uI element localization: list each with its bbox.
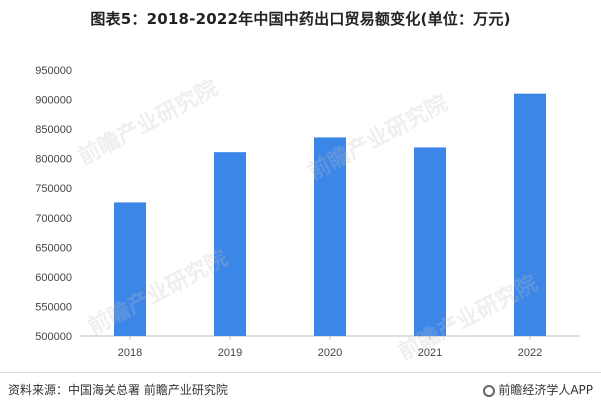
y-tick-label: 500000	[35, 331, 72, 343]
brand: 前瞻经济学人APP	[483, 381, 593, 398]
chart-title: 图表5：2018-2022年中国中药出口贸易额变化(单位：万元)	[90, 10, 511, 28]
y-tick-label: 850000	[35, 124, 72, 136]
x-tick-label: 2018	[118, 347, 142, 359]
x-tick-label: 2019	[218, 347, 242, 359]
brand-logo-icon	[483, 385, 496, 397]
bar-2019	[214, 152, 246, 336]
y-tick-label: 700000	[35, 213, 72, 225]
footer: 资料来源：中国海关总署 前瞻产业研究院 前瞻经济学人APP	[0, 372, 601, 411]
bar-2018	[114, 202, 146, 336]
y-tick-label: 800000	[35, 154, 72, 166]
y-axis-labels: 500000 550000 600000 650000 700000 750000 8000…	[35, 65, 72, 343]
y-tick-label: 550000	[35, 301, 72, 313]
source-text: 资料来源：中国海关总署 前瞻产业研究院	[8, 383, 228, 397]
brand-text: 前瞻经济学人APP	[498, 383, 593, 397]
y-tick-label: 900000	[35, 95, 72, 107]
x-tick-label: 2022	[518, 347, 542, 359]
bar-2022	[514, 93, 546, 337]
bar-2021	[414, 147, 446, 336]
y-tick-label: 650000	[35, 242, 72, 254]
x-axis-labels: 2018 2019 2020 2021 2022	[118, 336, 542, 359]
y-tick-label: 750000	[35, 183, 72, 195]
y-tick-label: 600000	[35, 272, 72, 284]
x-tick-label: 2020	[318, 347, 342, 359]
x-tick-label: 2021	[418, 347, 442, 359]
bars	[114, 93, 546, 337]
y-tick-label: 950000	[35, 65, 72, 77]
bar-2020	[314, 137, 346, 336]
